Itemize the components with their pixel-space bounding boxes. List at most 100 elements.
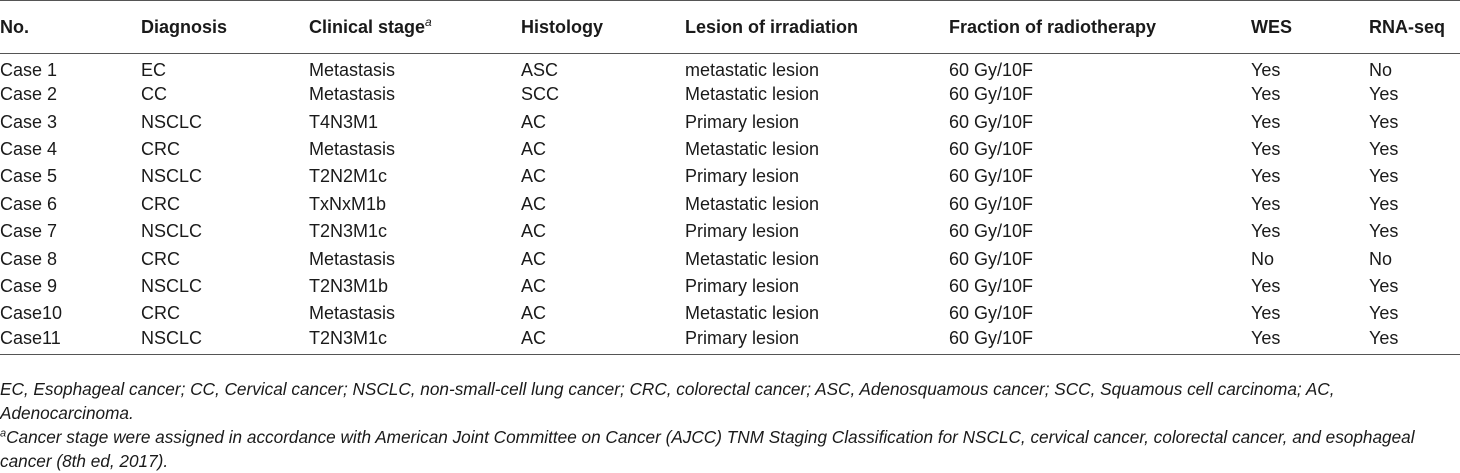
- cell-histology: AC: [521, 193, 547, 214]
- cell-case-no: Case 2: [0, 84, 58, 105]
- table-row: Case 6 CRC TxNxM1b AC Metastatic lesion 60 Gy…: [0, 191, 1460, 218]
- header-clinical-stage-label: Clinical stage: [309, 16, 426, 37]
- cell-case-no: Case 9: [0, 275, 58, 296]
- table-row: Case 4 CRC Metastasis AC Metastatic lesion 60…: [0, 136, 1460, 163]
- cell-rna-seq: No: [1369, 248, 1393, 269]
- cell-clinical-stage: TxNxM1b: [309, 193, 387, 214]
- cell-lesion: Primary lesion: [685, 221, 800, 242]
- table-row: Case11 NSCLC T2N3M1c AC Primary lesion 60 Gy/…: [0, 327, 1460, 356]
- cell-lesion: Primary lesion: [685, 275, 800, 296]
- footnote-abbreviations: EC, Esophageal cancer; CC, Cervical canc…: [0, 379, 1335, 423]
- header-fraction-of-radiotherapy: Fraction of radiotherapy: [949, 0, 1251, 54]
- cell-diagnosis: CRC: [141, 193, 180, 214]
- cell-rna-seq: Yes: [1369, 166, 1399, 187]
- cell-fraction: 60 Gy/10F: [949, 111, 1034, 132]
- cell-histology: AC: [521, 327, 685, 356]
- table-row: Case 7 NSCLC T2N3M1c AC Primary lesion 60 Gy/…: [0, 218, 1460, 245]
- cell-wes: No: [1251, 248, 1275, 269]
- cell-lesion: Primary lesion: [685, 111, 800, 132]
- cell-wes: Yes: [1251, 275, 1281, 296]
- cell-histology: ASC: [521, 60, 559, 80]
- cell-fraction: 60 Gy/10F: [949, 248, 1034, 269]
- cell-histology: SCC: [521, 84, 560, 105]
- cell-rna-seq: Yes: [1369, 138, 1399, 159]
- table-footnotes: EC, Esophageal cancer; CC, Cervical canc…: [0, 377, 1460, 473]
- cell-rna-seq: Yes: [1369, 275, 1399, 296]
- cell-lesion: Primary lesion: [685, 166, 800, 187]
- cell-histology: AC: [521, 111, 547, 132]
- cell-wes: Yes: [1251, 193, 1281, 214]
- cell-diagnosis: CRC: [141, 138, 180, 159]
- cell-fraction: 60 Gy/10F: [949, 221, 1034, 242]
- cell-diagnosis: NSCLC: [141, 111, 203, 132]
- cell-wes: Yes: [1251, 60, 1281, 80]
- header-no: No.: [0, 0, 141, 54]
- table-row: Case 2 CC Metastasis SCC Metastatic lesion 60…: [0, 81, 1460, 108]
- cell-wes: Yes: [1251, 138, 1281, 159]
- cell-fraction: 60 Gy/10F: [949, 275, 1034, 296]
- cell-diagnosis: CRC: [141, 303, 180, 324]
- cell-clinical-stage: Metastasis: [309, 248, 396, 269]
- header-wes: WES: [1251, 0, 1369, 54]
- cell-case-no: Case 5: [0, 166, 58, 187]
- cell-rna-seq: Yes: [1369, 193, 1399, 214]
- cell-case-no: Case 7: [0, 221, 58, 242]
- cell-wes: Yes: [1251, 221, 1281, 242]
- header-diagnosis: Diagnosis: [141, 0, 309, 54]
- cell-lesion: metastatic lesion: [685, 60, 820, 80]
- cell-diagnosis: NSCLC: [141, 327, 309, 356]
- table-row: Case 3 NSCLC T4N3M1 AC Primary lesion 60 Gy/1…: [0, 108, 1460, 135]
- cell-case-no: Case11: [0, 327, 141, 356]
- cell-rna-seq: Yes: [1369, 84, 1399, 105]
- footnote-staging: aCancer stage were assigned in accordanc…: [0, 425, 1460, 473]
- cell-diagnosis: CRC: [141, 248, 180, 269]
- cell-clinical-stage: T2N3M1b: [309, 275, 389, 296]
- cell-case-no: Case 4: [0, 138, 58, 159]
- footnote-staging-marker: a: [0, 427, 7, 440]
- header-clinical-stage: Clinical stagea: [309, 0, 521, 54]
- cell-diagnosis: NSCLC: [141, 221, 203, 242]
- cell-clinical-stage: T2N3M1c: [309, 327, 521, 356]
- cell-wes: Yes: [1251, 303, 1281, 324]
- cell-case-no: Case 8: [0, 248, 58, 269]
- cell-fraction: 60 Gy/10F: [949, 166, 1034, 187]
- table-body: Case 1 EC Metastasis ASC metastatic lesion 60…: [0, 54, 1460, 356]
- header-lesion-of-irradiation: Lesion of irradiation: [685, 0, 949, 54]
- cell-lesion: Metastatic lesion: [685, 248, 820, 269]
- cell-fraction: 60 Gy/10F: [949, 303, 1034, 324]
- cell-histology: AC: [521, 138, 547, 159]
- footnote-staging-text: Cancer stage were assigned in accordance…: [0, 427, 1415, 471]
- cell-lesion: Primary lesion: [685, 327, 949, 356]
- cell-clinical-stage: T4N3M1: [309, 111, 379, 132]
- cell-wes: Yes: [1251, 166, 1281, 187]
- cell-histology: AC: [521, 275, 547, 296]
- cell-case-no: Case 6: [0, 193, 58, 214]
- cell-fraction: 60 Gy/10F: [949, 60, 1034, 80]
- cell-case-no: Case10: [0, 303, 63, 324]
- table-row: Case 5 NSCLC T2N2M1c AC Primary lesion 60 Gy/…: [0, 163, 1460, 190]
- table-row: Case 9 NSCLC T2N3M1b AC Primary lesion 60 Gy/…: [0, 273, 1460, 300]
- cell-fraction: 60 Gy/10F: [949, 84, 1034, 105]
- cell-diagnosis: CC: [141, 84, 167, 105]
- cell-fraction: 60 Gy/10F: [949, 193, 1034, 214]
- table-row: Case10 CRC Metastasis AC Metastatic lesion 60…: [0, 300, 1460, 327]
- cell-case-no: Case 1: [0, 60, 58, 80]
- table-header-row: No. Diagnosis Clinical stagea Histology …: [0, 0, 1460, 54]
- cell-lesion: Metastatic lesion: [685, 193, 820, 214]
- cell-clinical-stage: Metastasis: [309, 138, 396, 159]
- cell-histology: AC: [521, 221, 547, 242]
- header-clinical-stage-footnote-marker: a: [425, 14, 432, 29]
- cell-wes: Yes: [1251, 327, 1369, 356]
- cell-histology: AC: [521, 166, 547, 187]
- cell-clinical-stage: T2N2M1c: [309, 166, 388, 187]
- clinical-table-container: No. Diagnosis Clinical stagea Histology …: [0, 0, 1460, 356]
- cell-rna-seq: Yes: [1369, 327, 1460, 356]
- cell-lesion: Metastatic lesion: [685, 84, 820, 105]
- cell-clinical-stage: Metastasis: [309, 60, 396, 80]
- cell-rna-seq: No: [1369, 60, 1393, 80]
- clinical-characteristics-table: No. Diagnosis Clinical stagea Histology …: [0, 0, 1460, 356]
- header-histology: Histology: [521, 0, 685, 54]
- cell-lesion: Metastatic lesion: [685, 138, 820, 159]
- table-row: Case 1 EC Metastasis ASC metastatic lesion 60…: [0, 54, 1460, 82]
- cell-clinical-stage: Metastasis: [309, 84, 396, 105]
